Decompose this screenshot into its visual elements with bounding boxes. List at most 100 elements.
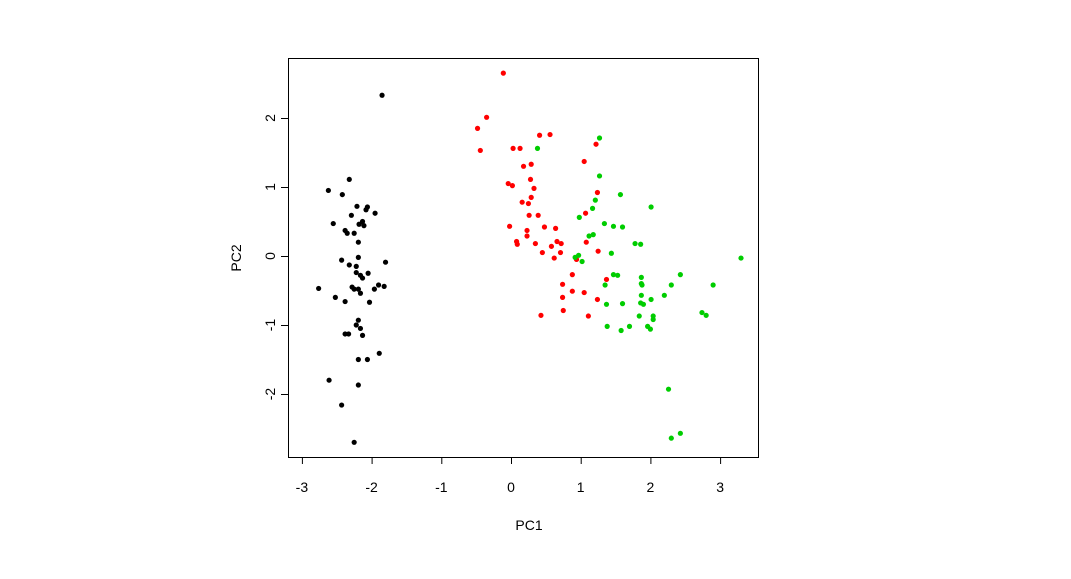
data-point [382,259,389,265]
y-tick-label: 0 [262,252,278,260]
data-point [610,272,617,278]
data-point [330,220,336,227]
data-point [355,239,361,245]
x-axis: -3 -2 -1 0 1 2 3 [296,457,724,495]
data-point [547,131,553,138]
x-tick-label: 3 [716,479,724,495]
data-point [346,262,352,268]
data-point [595,248,601,254]
data-point [603,301,610,307]
data-point [505,180,511,187]
data-point [353,322,359,328]
data-point [316,285,322,292]
data-point [559,281,566,287]
data-point [560,307,566,314]
data-point [526,212,532,218]
data-point [677,430,683,436]
data-point [371,286,377,292]
data-point [576,252,582,258]
x-tick-label: -2 [365,479,378,495]
data-point [538,312,544,318]
data-point [353,269,359,276]
data-point [648,204,654,210]
data-point [551,255,557,261]
data-point [602,282,608,288]
data-point [610,223,617,229]
data-point [590,232,596,238]
data-point [581,289,587,296]
data-point [381,283,387,289]
data-point [332,294,338,300]
data-point [647,326,654,332]
data-point [357,290,364,296]
data-point [594,189,601,196]
data-point [592,197,598,203]
data-point [355,356,361,363]
data-point [520,163,527,169]
data-point [703,312,709,318]
data-point [351,286,357,292]
data-point [509,183,515,189]
data-point [738,255,744,261]
data-point [604,323,610,329]
data-point [619,301,626,307]
data-point [699,309,705,316]
data-point [339,402,345,408]
data-point [603,276,610,283]
data-point [548,243,555,249]
data-point [569,272,575,278]
data-point [524,233,530,239]
data-point [354,203,360,209]
data-point [638,241,644,247]
data-point [589,205,596,211]
data-point [474,125,481,131]
data-point [351,439,357,445]
data-point [638,274,644,280]
x-tick-label: 2 [647,479,655,495]
data-point [541,224,548,230]
data-point [477,147,483,154]
data-point [668,435,674,441]
data-point [582,210,589,216]
data-point [534,145,541,151]
data-point [517,145,523,151]
data-point [510,145,516,151]
data-point [536,132,543,138]
data-point [648,296,654,303]
data-point [364,356,371,363]
data-point [586,233,592,239]
data-point [554,238,560,245]
y-tick-label: -2 [262,388,278,401]
data-point [638,292,644,298]
y-tick-label: -1 [262,319,278,332]
data-point [345,331,352,337]
data-point [351,230,357,236]
x-tick-label: 0 [507,479,515,495]
data-point [361,223,367,229]
x-axis-title: PC1 [515,517,542,533]
y-axis-title: PC2 [228,244,244,271]
data-point [632,240,638,247]
data-point [379,92,385,98]
data-point [376,350,382,356]
data-point [500,70,506,76]
data-point [710,282,716,288]
data-point [581,158,587,165]
data-point [535,212,541,218]
data-point [596,173,603,179]
data-point [618,327,624,334]
data-point [661,292,667,298]
data-point [601,220,607,227]
data-point [375,282,382,288]
data-point [583,239,589,245]
data-point [557,249,564,256]
data-point [576,214,582,220]
data-point [342,298,348,305]
data-point [359,218,366,225]
data-point [531,185,537,191]
data-point [558,240,564,247]
data-point [359,332,366,338]
data-point [372,210,378,216]
data-point [355,317,361,323]
data-point [559,294,566,300]
